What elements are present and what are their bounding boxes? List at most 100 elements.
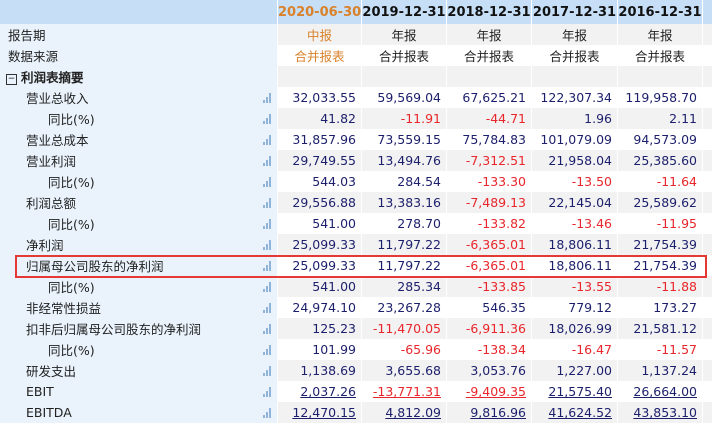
value-cell[interactable]: 12,470.15	[278, 402, 362, 423]
chart-icon[interactable]	[263, 366, 273, 376]
table-row: 同比(%) 541.00 285.34 -133.85 -13.55 -11.88	[0, 276, 712, 297]
chart-icon[interactable]	[263, 93, 273, 103]
value-cell: -6,365.01	[447, 234, 532, 255]
value-cell: -7,489.13	[447, 192, 532, 213]
row-label-text: 同比(%)	[48, 217, 95, 232]
value-cell[interactable]: 26,664.00	[618, 381, 703, 402]
empty-cell	[703, 213, 712, 234]
section-row[interactable]: − 利润表摘要	[0, 66, 712, 87]
value-cell: 1.96	[532, 108, 618, 129]
value-cell: 32,033.55	[278, 87, 362, 108]
value-cell: 25,099.33	[278, 234, 362, 255]
value-cell[interactable]: -9,409.35	[447, 381, 532, 402]
data-source: 合并报表	[362, 45, 447, 66]
chart-icon[interactable]	[263, 345, 273, 355]
value-cell: -13.55	[532, 276, 618, 297]
row-label: 净利润	[0, 234, 278, 255]
empty-cell	[703, 234, 712, 255]
column-date[interactable]: 2	[703, 0, 712, 24]
table-row: 同比(%) 101.99 -65.96 -138.34 -16.47 -11.57	[0, 339, 712, 360]
value-cell: -133.82	[447, 213, 532, 234]
value-cell: 544.03	[278, 171, 362, 192]
value-cell[interactable]: 4,812.09	[362, 402, 447, 423]
chart-icon[interactable]	[263, 261, 273, 271]
value-cell: 24,974.10	[278, 297, 362, 318]
chart-icon[interactable]	[263, 303, 273, 313]
column-date[interactable]: 2020-06-30	[278, 0, 362, 24]
row-label-text: 扣非后归属母公司股东的净利润	[26, 322, 202, 337]
table-row: 同比(%) 41.82 -11.91 -44.71 1.96 2.11	[0, 108, 712, 129]
empty-cell	[703, 318, 712, 339]
row-label: 同比(%)	[0, 171, 278, 192]
value-cell: 3,053.76	[447, 360, 532, 381]
value-cell: 73,559.15	[362, 129, 447, 150]
chart-icon[interactable]	[263, 219, 273, 229]
period-label: 报告期	[0, 24, 278, 45]
empty-cell	[703, 297, 712, 318]
period-type: 年报	[532, 24, 618, 45]
row-label: 利润总额	[0, 192, 278, 213]
value-cell[interactable]: 43,853.10	[618, 402, 703, 423]
period-type: 年报	[447, 24, 532, 45]
value-cell: -65.96	[362, 339, 447, 360]
value-cell: 18,806.11	[532, 255, 618, 276]
chart-icon[interactable]	[263, 198, 273, 208]
section-header[interactable]: − 利润表摘要	[0, 66, 278, 87]
value-cell: -11,470.05	[362, 318, 447, 339]
chart-icon[interactable]	[263, 177, 273, 187]
table-row: 营业利润 29,749.55 13,494.76 -7,312.51 21,958.04…	[0, 150, 712, 171]
empty-cell	[618, 66, 703, 87]
row-label: 非经常性损益	[0, 297, 278, 318]
empty-cell	[703, 66, 712, 87]
chart-icon[interactable]	[263, 135, 273, 145]
chart-icon[interactable]	[263, 114, 273, 124]
column-date[interactable]: 2016-12-31	[618, 0, 703, 24]
value-cell: -44.71	[447, 108, 532, 129]
period-row: 报告期 中报 年报 年报 年报 年报	[0, 24, 712, 45]
row-label: 同比(%)	[0, 213, 278, 234]
value-cell: 22,145.04	[532, 192, 618, 213]
value-cell[interactable]: 41,624.52	[532, 402, 618, 423]
value-cell: -6,365.01	[447, 255, 532, 276]
row-label-text: 非经常性损益	[26, 301, 102, 316]
chart-icon[interactable]	[263, 156, 273, 166]
empty-cell	[703, 255, 712, 276]
chart-icon[interactable]	[263, 408, 273, 418]
empty-cell	[703, 276, 712, 297]
empty-cell	[532, 66, 618, 87]
value-cell: -16.47	[532, 339, 618, 360]
value-cell: 67,625.21	[447, 87, 532, 108]
column-date[interactable]: 2018-12-31	[447, 0, 532, 24]
data-source	[703, 45, 712, 66]
value-cell[interactable]: 2,037.26	[278, 381, 362, 402]
value-cell: 75,784.83	[447, 129, 532, 150]
table-row: 非经常性损益 24,974.10 23,267.28 546.35 779.12 173.…	[0, 297, 712, 318]
chart-icon[interactable]	[263, 324, 273, 334]
value-cell[interactable]: 9,816.96	[447, 402, 532, 423]
value-cell: -11.64	[618, 171, 703, 192]
empty-cell	[703, 360, 712, 381]
value-cell: -7,312.51	[447, 150, 532, 171]
value-cell: 23,267.28	[362, 297, 447, 318]
table-row: 利润总额 29,556.88 13,383.16 -7,489.13 22,145.04…	[0, 192, 712, 213]
value-cell[interactable]: 21,575.40	[532, 381, 618, 402]
column-date[interactable]: 2017-12-31	[532, 0, 618, 24]
row-label-text: 同比(%)	[48, 175, 95, 190]
value-cell: 31,857.96	[278, 129, 362, 150]
data-source: 合并报表	[618, 45, 703, 66]
data-source: 合并报表	[278, 45, 362, 66]
value-cell: 101,079.09	[532, 129, 618, 150]
chart-icon[interactable]	[263, 387, 273, 397]
value-cell: -13.50	[532, 171, 618, 192]
value-cell[interactable]: -13,771.31	[362, 381, 447, 402]
value-cell: 278.70	[362, 213, 447, 234]
empty-cell	[362, 66, 447, 87]
table-row: EBITDA 12,470.15 4,812.09 9,816.96 41,624.52…	[0, 402, 712, 423]
row-label-text: 营业利润	[26, 154, 77, 169]
chart-icon[interactable]	[263, 240, 273, 250]
column-date[interactable]: 2019-12-31	[362, 0, 447, 24]
collapse-icon[interactable]: −	[6, 74, 17, 85]
period-type: 中报	[278, 24, 362, 45]
chart-icon[interactable]	[263, 282, 273, 292]
